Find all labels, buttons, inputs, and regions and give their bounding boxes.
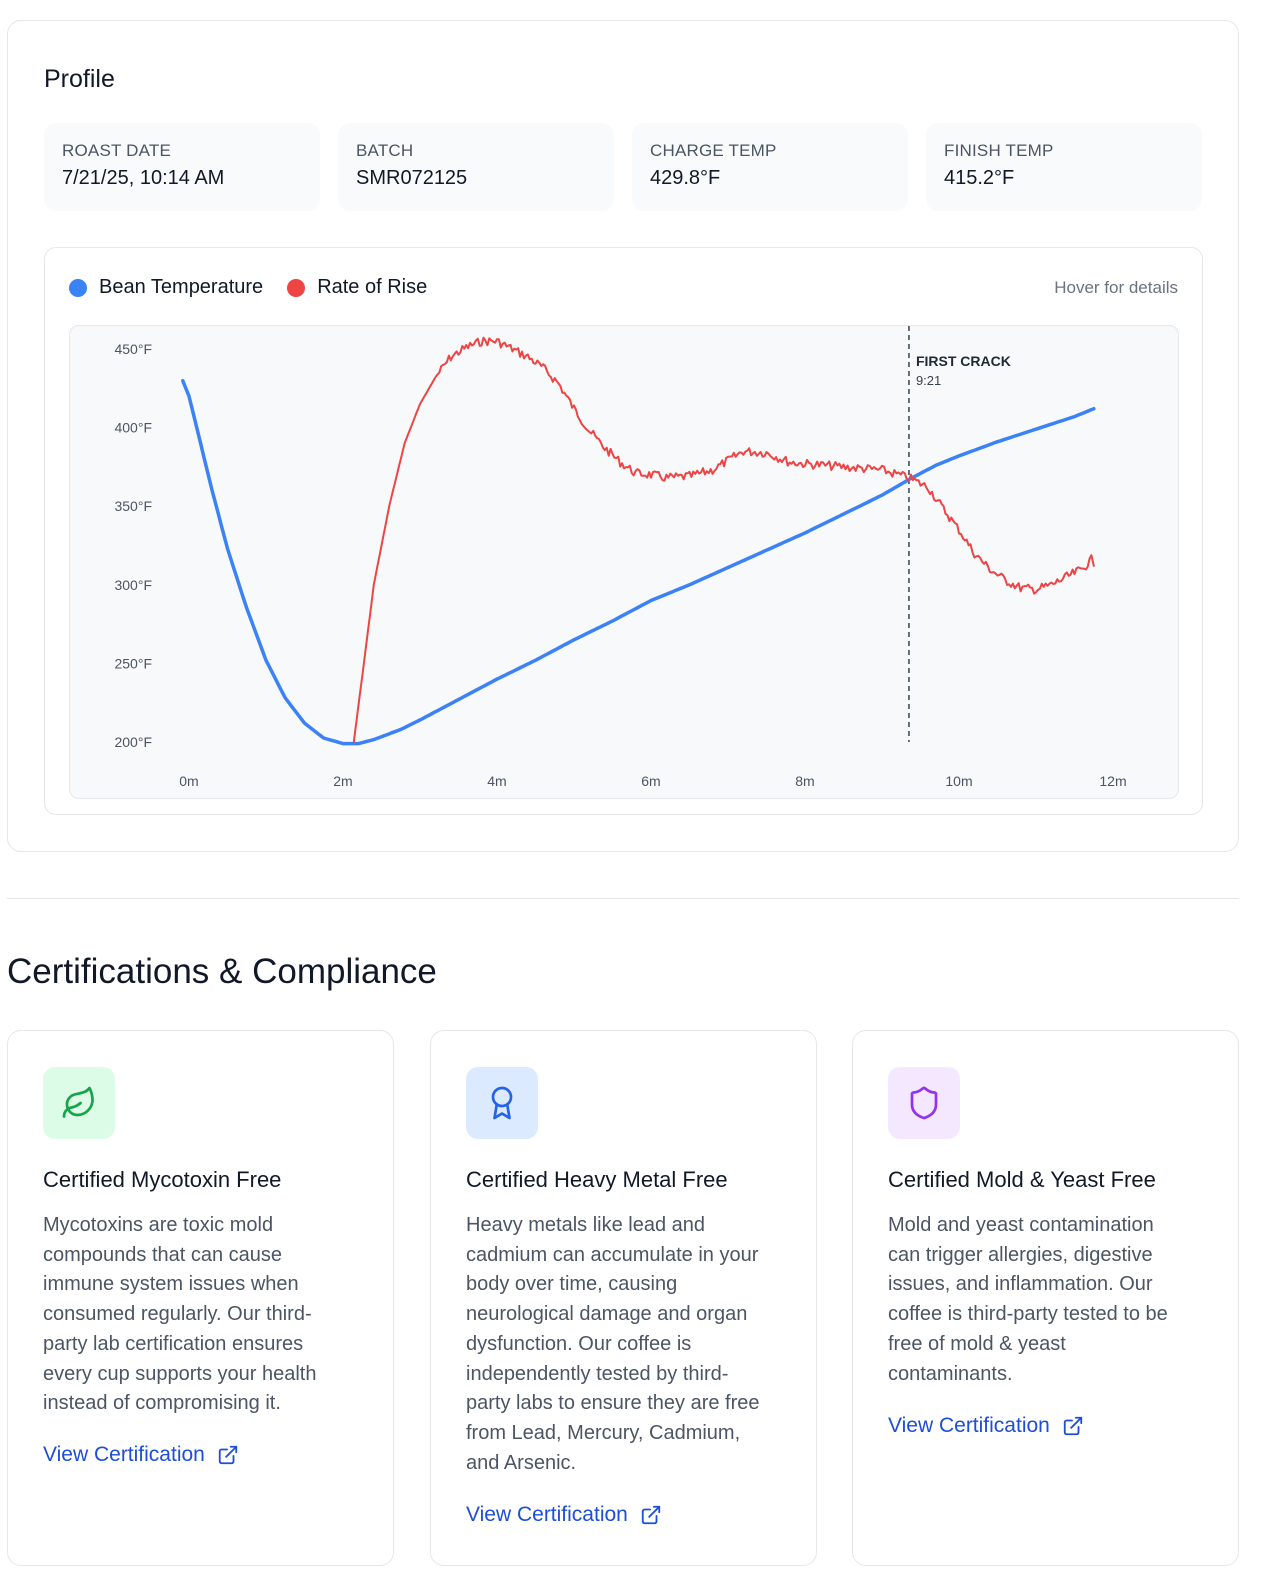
legend-label: Bean Temperature: [99, 276, 264, 298]
y-tick-label: 350°F: [114, 498, 152, 514]
cert-desc-line: Mycotoxins are toxic mold: [43, 1214, 274, 1236]
rate-of-rise-line: [352, 336, 1095, 743]
cert-description: Mold and yeast contamination can trigger…: [888, 1211, 1218, 1389]
award-icon: [466, 1067, 538, 1139]
external-link-icon: [218, 1445, 238, 1465]
legend-dot-red: [287, 278, 306, 297]
x-tick-label: 12m: [1099, 773, 1126, 789]
x-tick-label: 8m: [795, 773, 814, 789]
link-label: View Certification: [43, 1443, 205, 1466]
first-crack-time: 9:21: [916, 373, 941, 388]
cert-desc-line: contaminants.: [888, 1362, 1013, 1385]
stat-label: FINISH TEMP: [944, 141, 1054, 160]
x-tick-label: 2m: [333, 773, 352, 789]
stat-value: 415.2°F: [944, 167, 1015, 189]
chart-legend: Bean Temperature Rate of Rise: [69, 276, 451, 299]
cert-desc-line: immune system issues when: [43, 1273, 299, 1296]
stat-value: 429.8°F: [650, 167, 721, 189]
external-link-icon: [641, 1505, 661, 1525]
cert-title: Certified Mold & Yeast Free: [888, 1167, 1156, 1192]
cert-desc-line: and Arsenic.: [466, 1451, 577, 1474]
y-tick-label: 400°F: [114, 420, 152, 436]
cert-desc-line: free of mold & yeast: [888, 1332, 1066, 1355]
cert-desc-line: party lab certification ensures: [43, 1332, 304, 1355]
profile-title: Profile: [44, 65, 115, 93]
view-certification-link[interactable]: View Certification: [466, 1503, 662, 1527]
external-link-icon: [1063, 1416, 1083, 1436]
cert-card-heavy-metal: Certified Heavy Metal Free Heavy metals …: [430, 1030, 817, 1566]
cert-title: Certified Heavy Metal Free: [466, 1167, 728, 1192]
cert-desc-line: from Lead, Mercury, Cadmium,: [466, 1421, 741, 1444]
cert-desc-line: coffee is third-party tested to be: [888, 1303, 1168, 1326]
stat-value: 7/21/25, 10:14 AM: [62, 167, 225, 189]
link-label: View Certification: [466, 1503, 628, 1526]
cert-desc-line: Heavy metals like lead and: [466, 1214, 706, 1236]
x-tick-label: 6m: [641, 773, 660, 789]
cert-desc-line: can trigger allergies, digestive: [888, 1243, 1153, 1266]
bean-temperature-line: [181, 379, 1096, 746]
cert-desc-line: dysfunction. Our coffee is: [466, 1332, 692, 1355]
x-tick-label: 4m: [487, 773, 506, 789]
cert-desc-line: cadmium can accumulate in your: [466, 1243, 759, 1266]
profile-card: Profile ROAST DATE 7/21/25, 10:14 AM BAT…: [7, 20, 1239, 852]
leaf-icon: [43, 1067, 115, 1139]
y-tick-label: 300°F: [114, 577, 152, 593]
cert-description: Heavy metals like lead and cadmium can a…: [466, 1211, 796, 1478]
stat-charge-temp: CHARGE TEMP 429.8°F: [632, 123, 908, 211]
legend-label: Rate of Rise: [317, 276, 428, 298]
stat-value: SMR072125: [356, 167, 468, 189]
legend-item-rate-of-rise[interactable]: Rate of Rise: [287, 276, 427, 299]
link-label: View Certification: [888, 1414, 1050, 1437]
shield-icon: [888, 1067, 960, 1139]
legend-dot-blue: [69, 278, 87, 297]
cert-desc-line: issues, and inflammation. Our: [888, 1273, 1153, 1296]
cert-desc-line: party labs to ensure they are free: [466, 1392, 760, 1415]
view-certification-link[interactable]: View Certification: [43, 1443, 239, 1467]
stat-label: BATCH: [356, 141, 414, 160]
hover-hint: Hover for details: [1054, 278, 1178, 297]
stat-label: ROAST DATE: [62, 141, 172, 160]
legend-item-bean-temperature[interactable]: Bean Temperature: [69, 276, 263, 299]
cert-description: Mycotoxins are toxic mold compounds that…: [43, 1211, 363, 1419]
cert-card-mold-yeast: Certified Mold & Yeast Free Mold and yea…: [852, 1030, 1239, 1566]
x-tick-label: 0m: [179, 773, 198, 789]
y-tick-label: 200°F: [114, 734, 152, 750]
stat-batch: BATCH SMR072125: [338, 123, 614, 211]
y-tick-label: 250°F: [114, 655, 152, 671]
cert-card-mycotoxin: Certified Mycotoxin Free Mycotoxins are …: [7, 1030, 394, 1566]
roast-chart-card: Bean Temperature Rate of Rise Hover for …: [44, 247, 1203, 815]
roast-chart-svg[interactable]: 450°F 400°F 350°F 300°F 250°F 200°F 0m 2m 4m 6m 8m…: [70, 326, 1179, 799]
stat-label: CHARGE TEMP: [650, 141, 777, 160]
cert-title: Certified Mycotoxin Free: [43, 1167, 282, 1192]
x-tick-label: 10m: [945, 773, 972, 789]
first-crack-label: FIRST CRACK: [916, 353, 1011, 369]
cert-desc-line: body over time, causing: [466, 1273, 678, 1296]
chart-plot-area[interactable]: 450°F 400°F 350°F 300°F 250°F 200°F 0m 2m 4m 6m 8m…: [69, 325, 1179, 799]
stat-roast-date: ROAST DATE 7/21/25, 10:14 AM: [44, 123, 320, 211]
cert-desc-line: consumed regularly. Our third-: [43, 1303, 312, 1326]
y-tick-label: 450°F: [114, 341, 152, 357]
section-divider: [7, 898, 1239, 899]
view-certification-link[interactable]: View Certification: [888, 1414, 1084, 1438]
cert-desc-line: compounds that can cause: [43, 1243, 283, 1266]
certifications-title: Certifications & Compliance: [7, 952, 437, 991]
cert-desc-line: instead of compromising it.: [43, 1392, 281, 1415]
cert-desc-line: every cup supports your health: [43, 1362, 317, 1385]
cert-desc-line: neurological damage and organ: [466, 1303, 748, 1326]
cert-desc-line: Mold and yeast contamination: [888, 1214, 1154, 1236]
stat-finish-temp: FINISH TEMP 415.2°F: [926, 123, 1202, 211]
cert-desc-line: independently tested by third-: [466, 1362, 729, 1385]
